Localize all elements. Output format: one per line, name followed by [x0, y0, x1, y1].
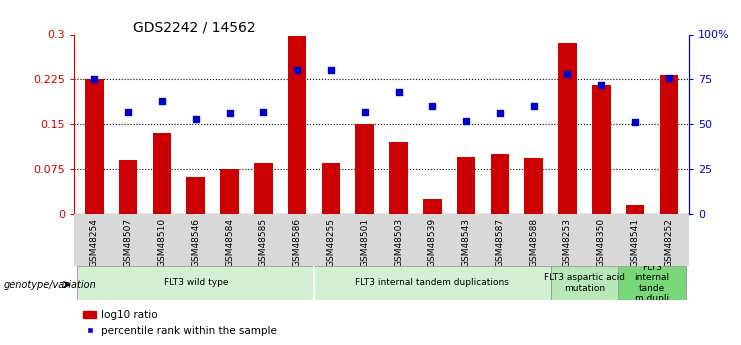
Text: genotype/variation: genotype/variation	[4, 280, 96, 289]
Point	[88, 77, 100, 82]
Point	[224, 111, 236, 116]
Bar	[659, 75, 678, 214]
Text: GSM48586: GSM48586	[293, 218, 302, 267]
Text: GDS2242 / 14562: GDS2242 / 14562	[133, 21, 256, 35]
Text: GSM48350: GSM48350	[597, 218, 606, 267]
Text: GSM48254: GSM48254	[90, 218, 99, 267]
Text: GSM48543: GSM48543	[462, 218, 471, 267]
Text: GSM48588: GSM48588	[529, 218, 538, 267]
Text: FLT3 aspartic acid
mutation: FLT3 aspartic acid mutation	[544, 273, 625, 293]
Text: GSM48252: GSM48252	[665, 218, 674, 267]
Text: GSM48585: GSM48585	[259, 218, 268, 267]
Point	[528, 104, 539, 109]
Text: GSM48546: GSM48546	[191, 218, 200, 267]
Legend: log10 ratio, percentile rank within the sample: log10 ratio, percentile rank within the …	[79, 306, 282, 340]
Bar	[220, 169, 239, 214]
Bar	[491, 154, 509, 214]
Bar	[356, 124, 374, 214]
Bar	[551, 266, 618, 300]
Bar	[423, 199, 442, 214]
Point	[629, 120, 641, 125]
Bar	[119, 160, 138, 214]
Point	[291, 68, 303, 73]
Bar	[558, 43, 576, 214]
Bar	[187, 177, 205, 214]
Bar	[625, 205, 645, 214]
Text: GSM48510: GSM48510	[157, 218, 167, 267]
Bar	[525, 158, 543, 214]
Text: GSM48541: GSM48541	[631, 218, 639, 267]
Point	[460, 118, 472, 124]
Point	[156, 98, 168, 104]
Text: FLT3
internal
tande
m dupli: FLT3 internal tande m dupli	[634, 263, 670, 303]
Point	[562, 71, 574, 77]
Bar	[85, 79, 104, 214]
Text: GSM48253: GSM48253	[563, 218, 572, 267]
Bar	[78, 266, 314, 300]
Bar	[322, 163, 340, 214]
Text: GSM48539: GSM48539	[428, 218, 436, 267]
Text: FLT3 wild type: FLT3 wild type	[164, 278, 228, 287]
Text: GSM48255: GSM48255	[327, 218, 336, 267]
Point	[359, 109, 370, 115]
Text: GSM48587: GSM48587	[496, 218, 505, 267]
Bar	[254, 163, 273, 214]
Bar	[592, 85, 611, 214]
Point	[494, 111, 506, 116]
Bar	[618, 266, 685, 300]
Point	[663, 75, 675, 80]
Text: GSM48503: GSM48503	[394, 218, 403, 267]
Point	[426, 104, 438, 109]
Bar	[153, 133, 171, 214]
Bar	[456, 157, 476, 214]
Point	[595, 82, 607, 88]
Point	[190, 116, 202, 121]
Bar	[288, 36, 307, 214]
Point	[122, 109, 134, 115]
Bar	[389, 142, 408, 214]
Text: GSM48584: GSM48584	[225, 218, 234, 267]
Point	[257, 109, 269, 115]
Text: GSM48501: GSM48501	[360, 218, 369, 267]
Text: FLT3 internal tandem duplications: FLT3 internal tandem duplications	[356, 278, 509, 287]
Bar	[314, 266, 551, 300]
Point	[393, 89, 405, 95]
Point	[325, 68, 337, 73]
Text: GSM48507: GSM48507	[124, 218, 133, 267]
